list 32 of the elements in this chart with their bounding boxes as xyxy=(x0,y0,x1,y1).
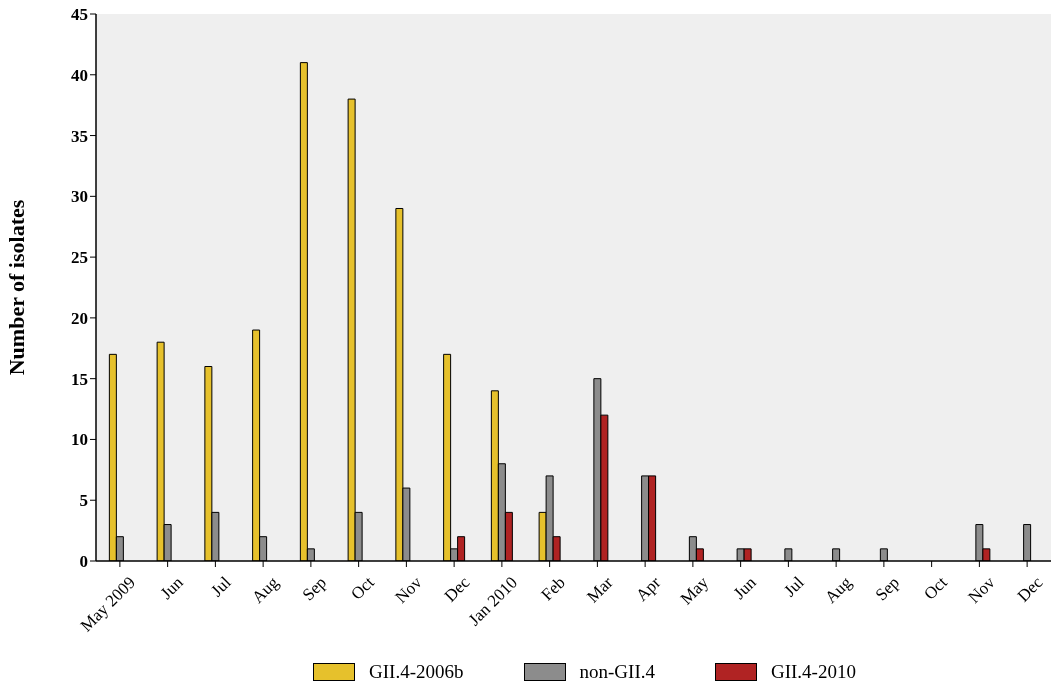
y-tick-label: 15 xyxy=(71,369,88,389)
legend-label: GII.4-2006b xyxy=(368,661,464,683)
x-tick-label: Jun xyxy=(729,572,761,603)
x-tick-label: Oct xyxy=(920,572,952,604)
y-tick-label: 45 xyxy=(71,5,88,25)
legend-label: GII.4-2010 xyxy=(769,661,856,683)
x-tick-label: May xyxy=(676,572,713,609)
x-tick-label: Feb xyxy=(537,572,569,605)
legend-label: non-GII.4 xyxy=(578,661,655,683)
x-tick-label: Nov xyxy=(391,572,426,607)
x-tick-label: Dec xyxy=(440,572,474,606)
x-tick-label: Aug xyxy=(248,572,283,607)
x-tick-label: Mar xyxy=(583,572,617,607)
x-tick-label: Oct xyxy=(347,572,379,604)
x-tick-label: Jun xyxy=(156,572,188,603)
y-tick-label: 30 xyxy=(71,187,88,207)
x-tick-label: Dec xyxy=(1013,572,1047,606)
x-tick-label: Jul xyxy=(207,572,235,601)
x-tick-label: Jul xyxy=(780,572,808,601)
y-axis-title: Number of isolates xyxy=(3,199,29,376)
x-tick-label: Aug xyxy=(821,572,856,607)
x-tick-label: Nov xyxy=(964,572,999,607)
y-tick-label: 35 xyxy=(71,126,88,146)
y-tick-label: 40 xyxy=(71,65,88,85)
y-tick-label: 10 xyxy=(71,430,88,450)
x-tick-label: Sep xyxy=(871,572,904,605)
y-tick-label: 5 xyxy=(79,491,88,511)
x-tick-label: Sep xyxy=(298,572,331,605)
x-tick-label: Apr xyxy=(632,572,665,605)
y-tick-label: 0 xyxy=(79,552,88,572)
y-tick-label: 25 xyxy=(71,248,88,268)
y-tick-label: 20 xyxy=(71,308,88,328)
